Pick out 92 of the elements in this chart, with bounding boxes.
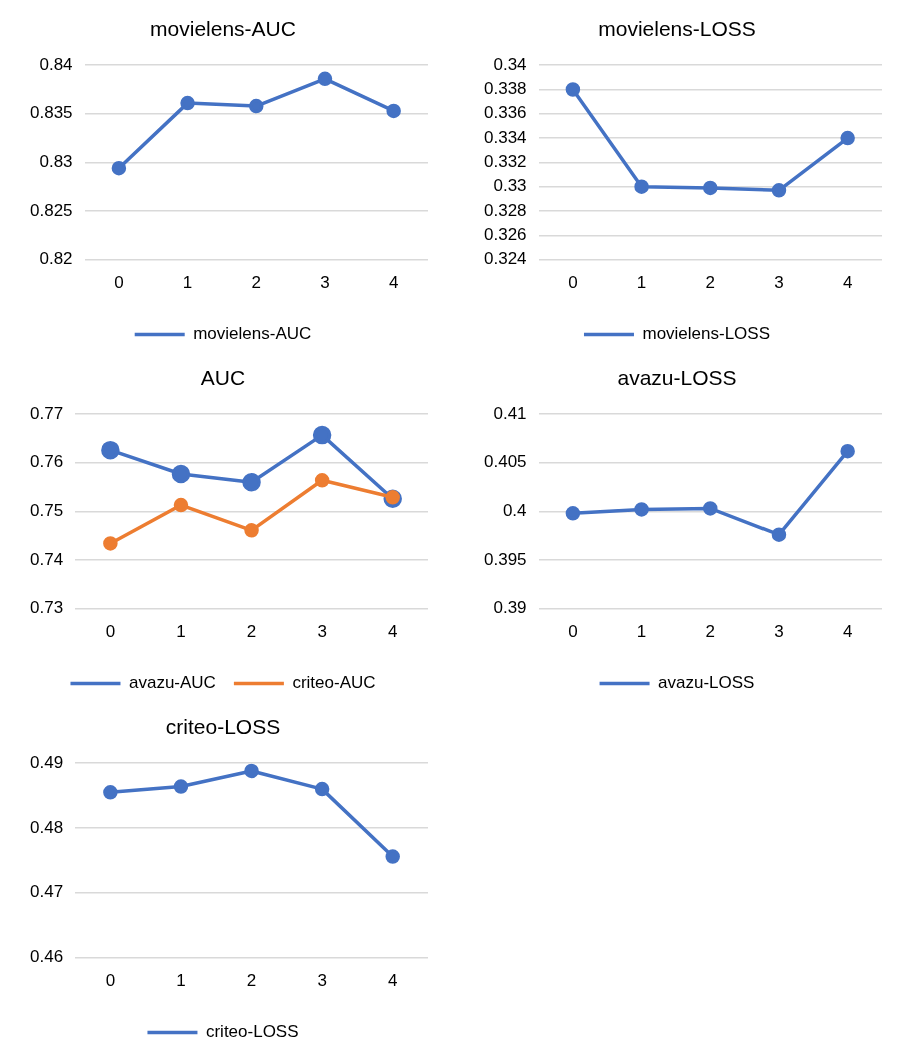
y-tick-label: 0.74 — [29, 549, 64, 569]
point — [312, 425, 332, 445]
chart-title: avazu-LOSS — [617, 366, 737, 390]
x-tick-label: 1 — [636, 273, 647, 293]
point — [386, 103, 401, 119]
legend-label: avazu-AUC — [128, 673, 216, 693]
y-tick-label: 0.82 — [39, 249, 73, 269]
x-tick-label: 2 — [246, 971, 257, 991]
y-tick-label: 0.4 — [502, 501, 527, 521]
y-tick-label: 0.47 — [29, 882, 64, 902]
point — [703, 501, 718, 516]
x-tick-label: 1 — [182, 273, 193, 293]
point — [565, 506, 581, 521]
y-tick-label: 0.324 — [483, 249, 527, 269]
point — [840, 130, 855, 146]
x-tick-label: 4 — [842, 273, 853, 293]
x-tick-label: 2 — [246, 622, 257, 642]
point — [771, 527, 787, 542]
y-tick-label: 0.405 — [483, 452, 527, 472]
y-tick-label: 0.41 — [493, 403, 527, 423]
point — [180, 95, 195, 111]
x-tick-label: 2 — [705, 622, 716, 642]
point — [703, 180, 718, 196]
y-tick-label: 0.76 — [29, 452, 64, 472]
x-tick-label: 1 — [176, 622, 186, 642]
y-tick-label: 0.75 — [29, 501, 64, 521]
y-tick-label: 0.49 — [29, 752, 64, 772]
legend-label: movielens-LOSS — [642, 324, 771, 344]
point — [173, 779, 189, 794]
y-tick-label: 0.83 — [39, 152, 73, 172]
point — [771, 183, 787, 198]
point — [317, 71, 333, 87]
x-tick-label: 0 — [568, 622, 578, 642]
point — [314, 473, 330, 488]
x-tick-label: 2 — [251, 273, 262, 293]
x-tick-label: 4 — [387, 971, 398, 991]
x-tick-label: 4 — [842, 622, 853, 642]
chart-title: criteo-LOSS — [165, 715, 281, 739]
point — [101, 440, 120, 460]
y-tick-label: 0.77 — [29, 403, 64, 423]
x-tick-label: 0 — [105, 622, 116, 642]
point — [385, 849, 400, 864]
x-tick-label: 0 — [105, 971, 116, 991]
point — [111, 160, 127, 176]
x-tick-label: 3 — [317, 971, 327, 991]
point — [840, 443, 855, 459]
y-tick-label: 0.48 — [29, 817, 64, 837]
x-tick-label: 0 — [114, 273, 124, 293]
y-tick-label: 0.332 — [483, 152, 527, 172]
y-tick-label: 0.336 — [483, 103, 527, 123]
y-tick-label: 0.328 — [483, 200, 527, 220]
point — [565, 82, 581, 97]
point — [244, 523, 259, 538]
x-tick-label: 3 — [320, 273, 330, 293]
point — [171, 464, 191, 484]
point — [634, 179, 649, 194]
chart-title: movielens-LOSS — [598, 17, 756, 41]
y-tick-label: 0.326 — [483, 224, 527, 244]
x-tick-label: 4 — [388, 273, 399, 293]
point — [244, 763, 259, 779]
y-tick-label: 0.338 — [483, 79, 527, 99]
point — [103, 536, 118, 551]
legend-label: avazu-LOSS — [658, 673, 755, 693]
legend-label: movielens-AUC — [193, 324, 312, 344]
y-tick-label: 0.825 — [29, 200, 73, 220]
y-tick-label: 0.33 — [493, 176, 527, 196]
point — [314, 781, 330, 797]
point — [242, 472, 261, 492]
y-tick-label: 0.334 — [483, 127, 527, 147]
x-tick-label: 4 — [387, 622, 398, 642]
y-tick-label: 0.73 — [29, 598, 64, 618]
x-tick-label: 3 — [317, 622, 327, 642]
x-tick-label: 2 — [705, 273, 716, 293]
chart-title: movielens-AUC — [150, 17, 296, 41]
chart-title: AUC — [200, 366, 246, 390]
x-tick-label: 1 — [176, 971, 186, 991]
legend-label: criteo-LOSS — [205, 1022, 299, 1042]
y-tick-label: 0.46 — [29, 947, 64, 967]
y-tick-label: 0.84 — [39, 54, 73, 74]
x-tick-label: 0 — [568, 273, 578, 293]
point — [249, 98, 264, 114]
x-tick-label: 3 — [774, 622, 784, 642]
y-tick-label: 0.395 — [483, 549, 527, 569]
y-tick-label: 0.34 — [493, 54, 527, 74]
point — [103, 785, 118, 800]
point — [173, 497, 189, 513]
x-tick-label: 3 — [774, 273, 784, 293]
y-tick-label: 0.39 — [493, 598, 527, 618]
y-tick-label: 0.835 — [29, 103, 73, 123]
legend-label: criteo-AUC — [292, 673, 376, 693]
point — [634, 502, 649, 517]
x-tick-label: 1 — [636, 622, 647, 642]
